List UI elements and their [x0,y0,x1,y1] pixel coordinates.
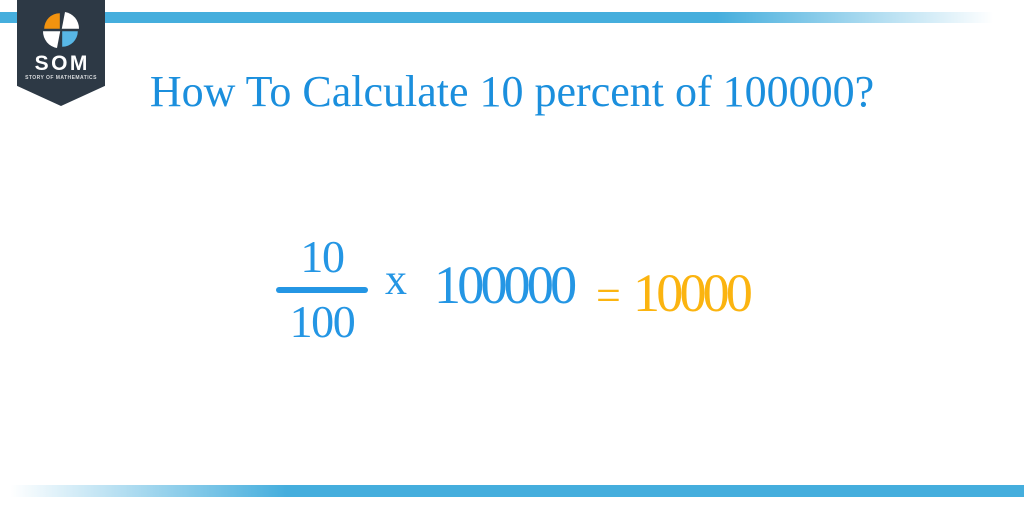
fraction-numerator: 10 [300,231,345,282]
equals-sign: = [596,271,621,320]
page-title: How To Calculate 10 percent of 100000? [149,67,875,116]
som-pinwheel-logo-icon [42,12,80,48]
logo-quarter-white-bottom [42,31,61,48]
logo-quarter-orange [44,13,60,29]
multiply-operator: x [385,255,407,304]
brand-tagline: STORY OF MATHEMATICS [25,75,97,81]
brand-badge: SOM STORY OF MATHEMATICS [17,0,105,106]
logo-quarter-white-top [61,12,80,29]
top-accent-stripe [0,12,1024,23]
multiplicand-value: 100000 [434,255,577,315]
bottom-accent-stripe [0,485,1024,497]
percentage-equation: 10 100 x 100000 = 10000 [276,234,776,353]
result-value: 10000 [633,263,753,323]
fraction-bar [276,287,368,293]
fraction-denominator: 100 [289,296,356,347]
logo-quarter-blue [62,31,78,47]
brand-name: SOM [34,52,90,75]
